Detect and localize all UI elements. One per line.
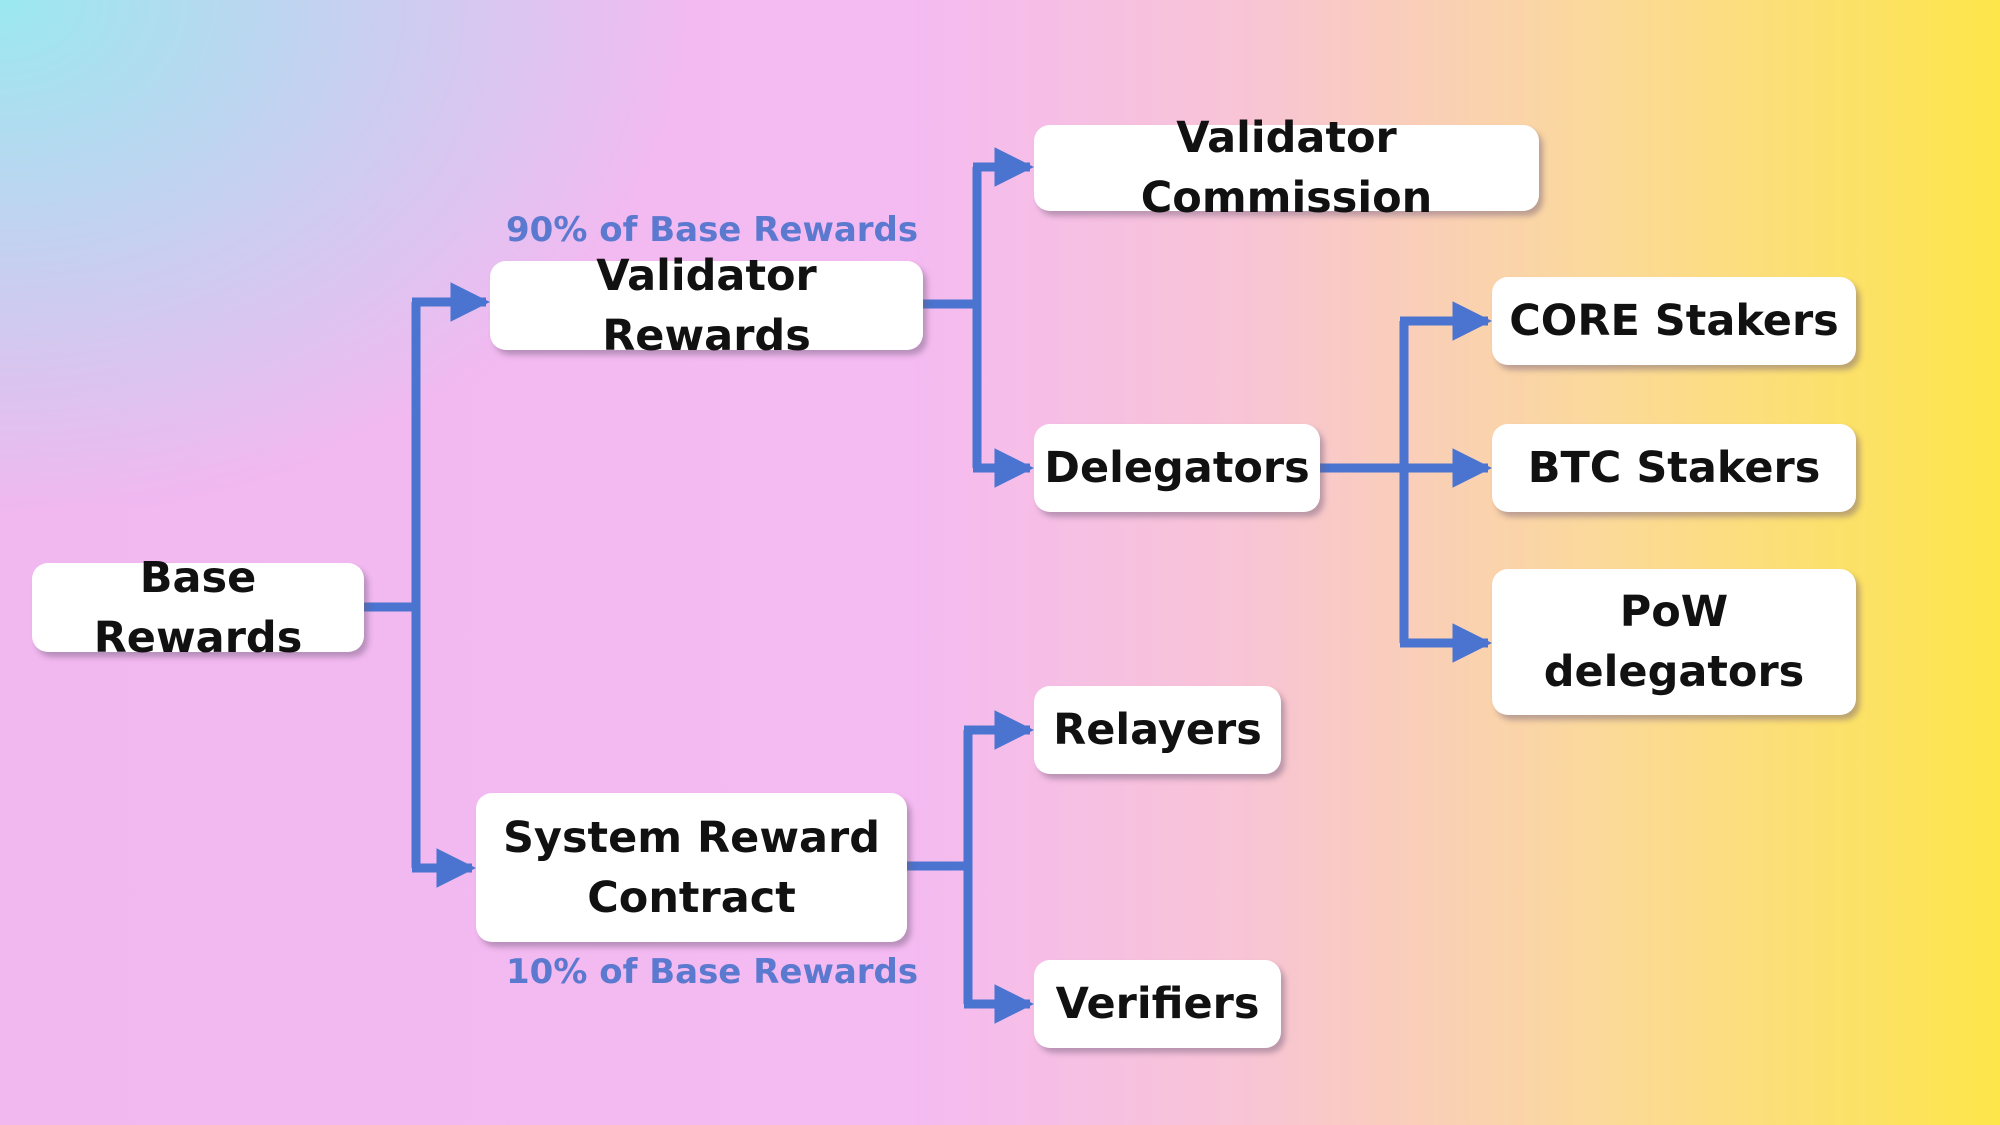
system-share-caption: 10% of Base Rewards <box>506 952 919 992</box>
node-delegators: Delegators <box>1034 424 1320 512</box>
node-validator-commission: Validator Commission <box>1034 113 1539 223</box>
validator-share-caption: 90% of Base Rewards <box>506 210 919 250</box>
node-validator-rewards: Validator Rewards <box>490 251 923 361</box>
node-pow-delegators: PoW delegators <box>1492 569 1856 715</box>
node-system-reward-contract: System Reward Contract <box>476 793 907 942</box>
node-verifiers: Verifiers <box>1034 960 1281 1048</box>
node-relayers: Relayers <box>1034 686 1281 774</box>
node-btc-stakers: BTC Stakers <box>1492 424 1856 512</box>
node-core-stakers: CORE Stakers <box>1492 277 1856 365</box>
node-base-rewards: Base Rewards <box>32 553 364 663</box>
